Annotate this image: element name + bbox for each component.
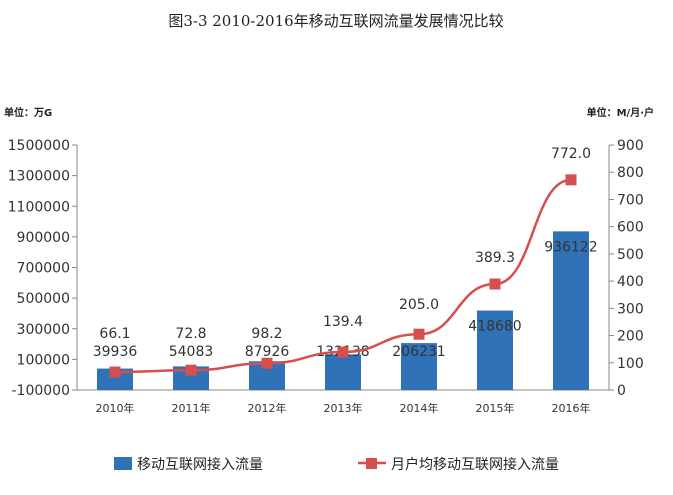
left-tick-label: 900000 (17, 230, 70, 246)
bar-data-label: 39936 (93, 344, 138, 360)
line-data-label: 139.4 (323, 314, 363, 330)
bar-data-labels: 399365408387926132138206231418680936122 (93, 239, 598, 360)
right-tick-label: 400 (617, 274, 644, 290)
category-label: 2014年 (400, 401, 439, 415)
line-point (337, 346, 349, 358)
bar (173, 366, 209, 390)
legend: 移动互联网接入流量 月户均移动互联网接入流量 (114, 456, 559, 473)
legend-line-label: 月户均移动互联网接入流量 (391, 456, 559, 473)
right-tick-label: 600 (617, 220, 644, 236)
right-tick-label: 500 (617, 247, 644, 263)
line-data-label: 66.1 (99, 326, 130, 342)
bar (401, 343, 437, 390)
line-point (489, 278, 501, 290)
line-point (261, 357, 273, 369)
left-tick-label: -100000 (12, 383, 71, 399)
line-data-label: 389.3 (475, 250, 515, 266)
left-tick-label: 1500000 (8, 138, 70, 154)
line-data-label: 772.0 (551, 146, 591, 162)
bar-data-label: 936122 (544, 239, 597, 255)
right-tick-label: 800 (617, 165, 644, 181)
bar-series (97, 231, 589, 390)
line-series (109, 174, 577, 378)
line-data-label: 72.8 (175, 326, 206, 342)
line-path (114, 178, 572, 374)
category-label: 2015年 (476, 401, 515, 415)
right-tick-label: 900 (617, 138, 644, 154)
legend-bar-swatch (114, 457, 132, 470)
line-data-label: 98.2 (251, 326, 282, 342)
bar (97, 368, 133, 390)
line-data-labels: 66.1 72.8 98.2 139.4 205.0 389.3 772.0 (99, 146, 591, 342)
right-axis-ticks: 0 100 200 300 400 500 600 700 800 900 (609, 138, 644, 399)
category-label: 2010年 (96, 401, 135, 415)
line-point (413, 328, 425, 340)
right-tick-label: 200 (617, 329, 644, 345)
left-tick-label: 100000 (17, 352, 70, 368)
left-tick-label: 300000 (17, 322, 70, 338)
category-labels: 2010年 2011年 2012年 2013年 2014年 2015年 2016年 (96, 401, 591, 415)
right-tick-label: 300 (617, 301, 644, 317)
left-axis-ticks: -100000 100000 300000 500000 700000 900000 110… (8, 138, 77, 399)
right-axis-unit: 单位：M/月·户 (587, 106, 654, 119)
left-axis-unit: 单位：万G (4, 106, 52, 119)
category-label: 2011年 (172, 401, 211, 415)
line-point (565, 174, 577, 186)
line-point (185, 364, 197, 376)
left-tick-label: 1100000 (8, 199, 70, 215)
line-data-label: 205.0 (399, 297, 439, 313)
category-label: 2013年 (324, 401, 363, 415)
legend-bar-label: 移动互联网接入流量 (137, 456, 263, 473)
right-tick-label: 100 (617, 356, 644, 372)
bar (553, 231, 589, 390)
chart-title: 图3-3 2010-2016年移动互联网流量发展情况比较 (168, 12, 503, 30)
left-tick-label: 500000 (17, 291, 70, 307)
left-tick-label: 1300000 (8, 169, 70, 185)
category-label: 2012年 (248, 401, 287, 415)
right-tick-label: 0 (617, 383, 626, 399)
left-tick-label: 700000 (17, 261, 70, 277)
bar-data-label: 54083 (169, 344, 214, 360)
bar (477, 310, 513, 390)
line-point (109, 366, 121, 378)
bar (325, 354, 361, 390)
bar-data-label: 87926 (245, 344, 290, 360)
right-tick-label: 700 (617, 192, 644, 208)
legend-line-marker (366, 458, 377, 469)
bar-data-label: 418680 (468, 319, 521, 335)
bar-data-label: 206231 (392, 344, 445, 360)
category-label: 2016年 (552, 401, 591, 415)
